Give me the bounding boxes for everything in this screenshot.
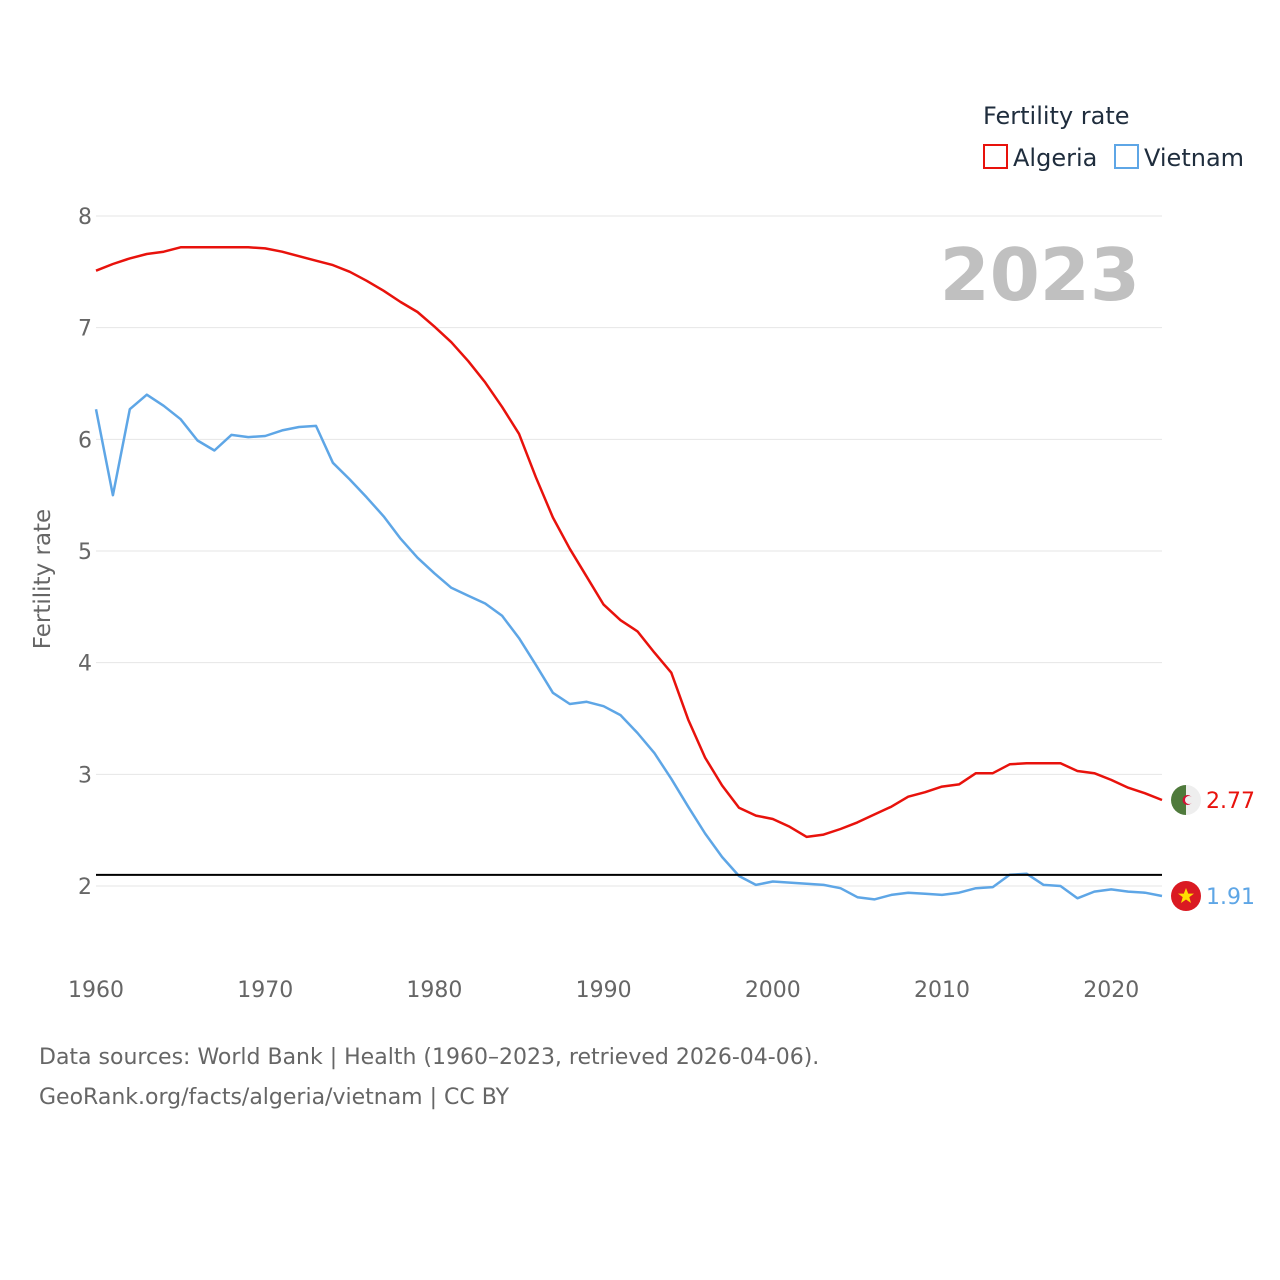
x-axis-ticks: 1960 1970 1980 1990 2000 2010 2020 <box>68 978 1139 1003</box>
y-tick-label: 8 <box>78 205 92 230</box>
legend: Fertility rate Algeria Vietnam <box>983 102 1244 172</box>
year-label: 2023 <box>940 233 1140 317</box>
y-tick-label: 3 <box>78 763 92 788</box>
y-tick-label: 7 <box>78 317 92 342</box>
x-tick-label: 2020 <box>1083 978 1139 1003</box>
vietnam-end-marker: 1.91 <box>1171 881 1255 911</box>
legend-swatch-algeria <box>983 144 1008 169</box>
legend-entry-algeria[interactable]: Algeria <box>983 144 1097 172</box>
y-tick-label: 5 <box>78 540 92 565</box>
algeria-flag-icon <box>1171 785 1201 815</box>
legend-label-algeria: Algeria <box>1013 144 1097 172</box>
vietnam-flag-icon <box>1171 881 1201 911</box>
grid-lines <box>96 215 1162 887</box>
footer-link[interactable]: GeoRank.org/facts/algeria/vietnam | CC B… <box>39 1085 510 1110</box>
x-tick-label: 2010 <box>914 978 970 1003</box>
y-tick-label: 6 <box>78 428 92 453</box>
algeria-end-value: 2.77 <box>1206 789 1255 814</box>
y-axis-ticks: 2 3 4 5 6 7 8 <box>78 205 92 900</box>
algeria-end-marker: 2.77 <box>1171 785 1255 815</box>
x-tick-label: 1960 <box>68 978 124 1003</box>
footer-source: Data sources: World Bank | Health (1960–… <box>39 1045 820 1070</box>
series-line-vietnam[interactable] <box>94 393 1163 901</box>
y-tick-label: 2 <box>78 875 92 900</box>
legend-label-vietnam: Vietnam <box>1144 144 1244 172</box>
legend-entry-vietnam[interactable]: Vietnam <box>1114 144 1244 172</box>
legend-title: Fertility rate <box>983 102 1130 130</box>
legend-swatch-vietnam <box>1114 144 1139 169</box>
vietnam-end-value: 1.91 <box>1206 885 1255 910</box>
x-tick-label: 2000 <box>745 978 801 1003</box>
y-tick-label: 4 <box>78 652 92 677</box>
x-tick-label: 1990 <box>576 978 632 1003</box>
x-tick-label: 1970 <box>237 978 293 1003</box>
y-axis-label: Fertility rate <box>30 509 56 649</box>
x-tick-label: 1980 <box>406 978 462 1003</box>
series-line-algeria[interactable] <box>95 246 1163 839</box>
series-lines <box>94 246 1163 901</box>
